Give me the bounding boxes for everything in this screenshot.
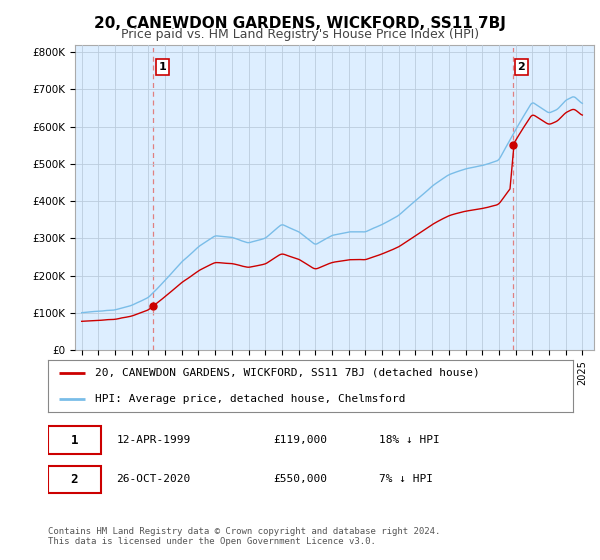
FancyBboxPatch shape — [48, 466, 101, 493]
Text: 20, CANEWDON GARDENS, WICKFORD, SS11 7BJ: 20, CANEWDON GARDENS, WICKFORD, SS11 7BJ — [94, 16, 506, 31]
Text: 18% ↓ HPI: 18% ↓ HPI — [379, 435, 439, 445]
Text: 2: 2 — [518, 62, 526, 72]
FancyBboxPatch shape — [48, 427, 101, 454]
Text: HPI: Average price, detached house, Chelmsford: HPI: Average price, detached house, Chel… — [95, 394, 406, 404]
Text: 1: 1 — [158, 62, 166, 72]
Text: 12-APR-1999: 12-APR-1999 — [116, 435, 191, 445]
Text: 2: 2 — [71, 473, 78, 486]
Text: Contains HM Land Registry data © Crown copyright and database right 2024.
This d: Contains HM Land Registry data © Crown c… — [48, 526, 440, 546]
Text: 20, CANEWDON GARDENS, WICKFORD, SS11 7BJ (detached house): 20, CANEWDON GARDENS, WICKFORD, SS11 7BJ… — [95, 368, 480, 378]
Text: 26-OCT-2020: 26-OCT-2020 — [116, 474, 191, 484]
Text: £550,000: £550,000 — [274, 474, 328, 484]
Text: 7% ↓ HPI: 7% ↓ HPI — [379, 474, 433, 484]
Text: £119,000: £119,000 — [274, 435, 328, 445]
Text: Price paid vs. HM Land Registry's House Price Index (HPI): Price paid vs. HM Land Registry's House … — [121, 28, 479, 41]
Text: 1: 1 — [71, 433, 78, 447]
